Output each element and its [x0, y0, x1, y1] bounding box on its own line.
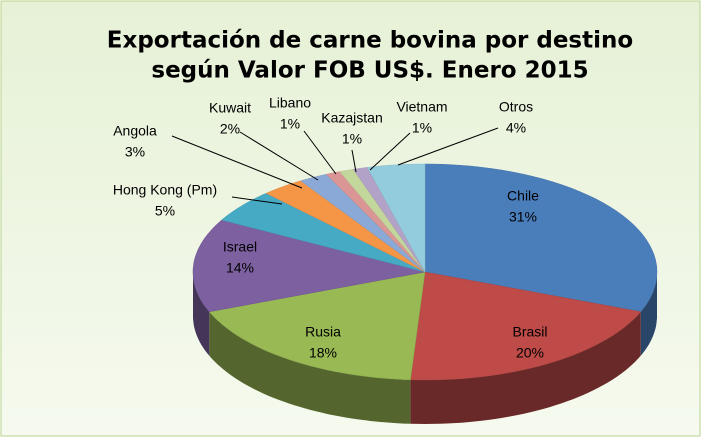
slice-top: [221, 193, 426, 273]
chart-title: según Valor FOB US$. Enero 2015: [151, 58, 588, 84]
slice: [192, 219, 426, 356]
slice-top: [424, 163, 658, 313]
slice-side: [209, 311, 411, 424]
data-label-value: 2%: [220, 121, 240, 137]
chart-title: Exportación de carne bovina por destino: [107, 28, 633, 54]
slice: [325, 171, 426, 273]
leader-line: [397, 127, 499, 166]
data-label-value: 14%: [226, 260, 254, 276]
data-label-value: 31%: [509, 209, 537, 225]
data-label-value: 4%: [506, 120, 526, 136]
slice: [366, 163, 426, 273]
data-label-name: Kuwait: [209, 100, 251, 116]
data-label-name: Chile: [507, 188, 539, 204]
data-label-value: 1%: [280, 116, 300, 132]
leader-line: [369, 132, 411, 171]
slice: [339, 169, 426, 273]
data-label-name: Rusia: [305, 324, 341, 340]
data-label-name: Hong Kong (Pm): [113, 182, 217, 198]
leader-line: [351, 149, 357, 173]
slice: [221, 193, 426, 273]
data-label-name: Brasil: [512, 324, 547, 340]
slice-side: [410, 311, 641, 424]
slice: [208, 271, 426, 424]
data-label-value: 20%: [516, 345, 544, 361]
leader-line: [303, 130, 337, 175]
slice-top: [325, 171, 426, 273]
slice-top: [410, 271, 642, 381]
slice-top: [192, 219, 426, 313]
data-label-name: Otros: [499, 99, 533, 115]
leader-line: [239, 131, 319, 181]
slice-top: [366, 163, 426, 273]
data-label-name: Angola: [113, 123, 157, 139]
data-label-name: Vietnam: [396, 99, 447, 115]
data-label-name: Kazajstan: [321, 110, 382, 126]
data-label-value: 1%: [342, 131, 362, 147]
data-label-name: Libano: [269, 95, 311, 111]
data-label-name: Israel: [223, 239, 257, 255]
slice-side: [640, 272, 657, 356]
slice-top: [265, 180, 426, 273]
data-label-value: 3%: [125, 144, 145, 160]
leader-line: [231, 196, 283, 205]
data-label-value: 18%: [309, 345, 337, 361]
slice-side: [193, 272, 210, 356]
data-label-value: 1%: [412, 120, 432, 136]
slice-top: [339, 169, 426, 273]
slice: [410, 271, 642, 424]
slice: [424, 163, 658, 356]
slice-top: [208, 271, 426, 381]
slice: [265, 180, 426, 273]
data-label-value: 5%: [155, 203, 175, 219]
leader-line: [171, 135, 303, 189]
